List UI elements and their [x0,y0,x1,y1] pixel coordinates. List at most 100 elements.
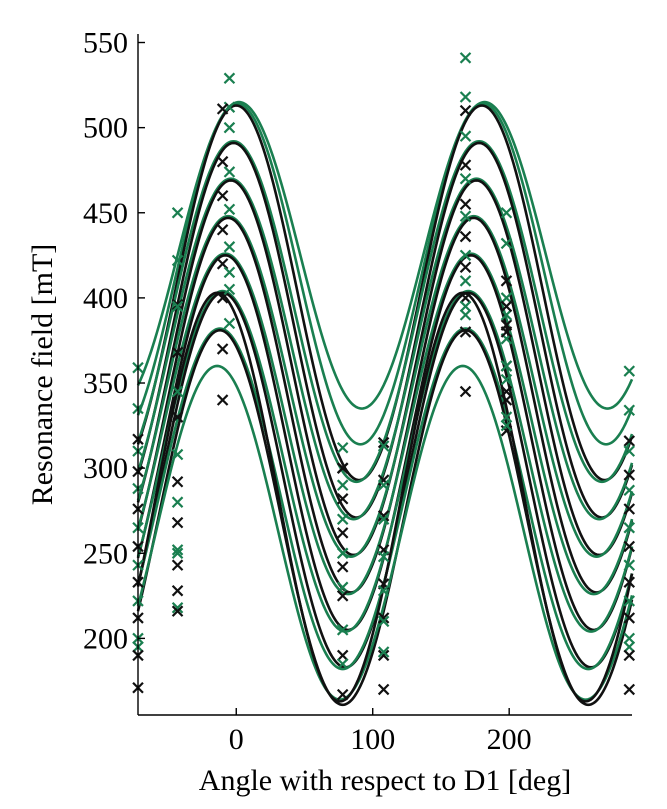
data-point-black [459,292,472,304]
fit-curve-green [136,177,634,521]
data-point-black [623,683,636,696]
data-point-black [216,103,229,115]
data-point-black [500,385,513,398]
y-tick-label: 500 [83,112,128,145]
x-tick-label: 200 [487,723,532,756]
data-point-black [336,688,349,701]
data-point-black [623,649,636,662]
data-point-green [623,595,636,607]
data-point-black [171,516,184,529]
data-point-green [223,203,236,216]
data-point-green [623,404,636,417]
data-point-black [377,649,390,662]
data-point-green [500,411,513,423]
data-point-green [223,166,236,178]
data-point-black [336,462,349,474]
y-tick-label: 350 [83,367,128,400]
data-point-black [459,159,472,171]
data-point-black [216,343,229,355]
x-tick-label: 100 [350,723,395,756]
data-point-green [623,559,636,571]
data-point-green [500,207,513,219]
data-point-green [223,266,236,279]
data-point-green [623,641,636,653]
data-point-green [500,373,513,386]
data-point-green [171,544,184,556]
y-tick-label: 550 [83,27,128,60]
data-point-green [377,479,390,491]
data-point-black [171,411,184,423]
data-point-black [171,584,184,597]
data-point-black [216,224,229,236]
y-axis-title: Resonance field [mT] [26,244,59,506]
data-point-green [336,441,349,454]
data-point-green [223,72,236,85]
data-point-green [459,91,472,103]
data-point-green [336,479,349,491]
data-markers [132,52,636,701]
data-point-green [336,624,349,636]
data-point-green [500,360,513,372]
fit-curve-green [136,364,634,701]
data-point-green [500,419,513,432]
data-point-black [171,346,184,359]
data-point-green [459,249,472,262]
y-tick-label: 450 [83,197,128,230]
axes [137,34,632,716]
data-point-black [336,561,349,573]
data-point-green [336,581,349,594]
data-point-black [500,394,513,406]
fit-curve-green [136,252,634,596]
data-point-green [459,300,472,313]
data-point-black [336,590,349,602]
data-point-black [171,298,184,311]
data-point-black [171,605,184,617]
data-point-green [459,52,472,64]
data-point-black [459,230,472,243]
y-tick-label: 300 [83,452,128,485]
data-point-black [336,493,349,505]
data-point-green [336,513,349,525]
data-point-green [336,547,349,560]
data-point-green [377,584,390,597]
data-point-green [500,292,513,304]
x-tick-label: 0 [229,723,244,756]
data-point-green [171,496,184,508]
data-point-green [171,601,184,614]
data-point-green [223,241,236,253]
data-point-black [336,649,349,662]
data-point-black [500,326,513,338]
data-point-black [459,261,472,273]
data-point-green [171,207,184,219]
data-point-black [623,503,636,515]
y-tick-label: 250 [83,537,128,570]
data-point-black [500,300,513,313]
fit-curve-green [136,214,634,558]
data-point-green [500,309,513,321]
y-tick-label: 400 [83,282,128,315]
data-point-green [377,550,390,563]
x-axis-title: Angle with respect to D1 [deg] [199,764,571,797]
data-point-black [623,576,636,588]
data-point-green [171,300,184,313]
data-point-green [459,309,472,321]
data-point-green [623,365,636,377]
data-point-green [623,484,636,497]
data-point-black [171,559,184,571]
data-point-black [459,104,472,117]
data-point-black [459,326,472,338]
data-point-black [623,435,636,447]
data-point-green [223,283,236,296]
fit-curves [136,100,634,707]
data-point-black [216,189,229,202]
fit-curve-green [136,102,634,446]
data-point-green [377,440,390,452]
fit-curve-green [136,139,634,484]
data-point-green [623,632,636,645]
data-point-black [171,476,184,488]
data-point-black [377,612,390,624]
data-point-green [623,445,636,457]
data-point-green [623,521,636,534]
data-point-black [500,275,513,287]
y-ticks: 200 250 300 350 400 450 500 550 [83,27,145,655]
